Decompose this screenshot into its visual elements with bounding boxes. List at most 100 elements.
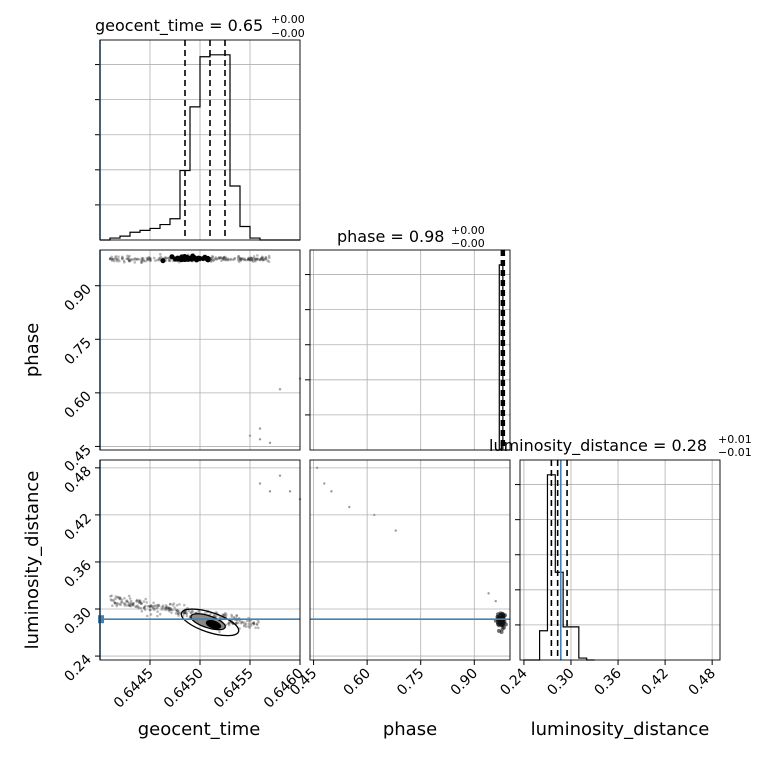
sample-point: [250, 256, 253, 260]
sample-point: [237, 254, 241, 258]
sample-point: [125, 257, 128, 261]
sample-point: [233, 256, 237, 260]
sample-point: [247, 622, 251, 626]
sample-point: [128, 259, 131, 263]
sample-point: [183, 611, 186, 615]
sample-point: [229, 258, 232, 262]
sample-point: [250, 259, 254, 262]
sample-point: [148, 605, 152, 608]
sample-point: [137, 599, 141, 603]
sample-point: [190, 609, 194, 613]
sample-point: [245, 619, 249, 623]
sample-point: [157, 604, 161, 608]
sample-point: [224, 258, 228, 262]
sample-point: [226, 257, 230, 261]
sample-point: [235, 614, 239, 617]
sample-point: [109, 598, 113, 601]
sample-point: [500, 613, 505, 618]
sample-point: [142, 259, 146, 263]
sample-point: [126, 257, 129, 260]
distance-vs-phase-panel: [309, 459, 511, 661]
sample-point: [252, 621, 255, 625]
sample-point: [247, 624, 250, 628]
sample-point: [253, 258, 257, 262]
sample-point: [166, 605, 169, 609]
title-phase-minus: −0.00: [451, 237, 485, 250]
sample-point: [140, 259, 143, 263]
sample-point: [140, 602, 143, 605]
sample-point: [247, 619, 251, 623]
sample-point: [127, 594, 131, 598]
sample-point: [169, 602, 172, 606]
sample-point: [252, 256, 255, 260]
sample-point: [135, 598, 139, 602]
sample-point: [239, 259, 242, 262]
sample-point: [158, 257, 162, 260]
sample-point: [148, 605, 152, 609]
sample-point: [251, 258, 254, 261]
sample-point: [157, 603, 161, 607]
sample-point: [243, 623, 246, 626]
sample-point: [134, 258, 138, 261]
sample-point: [249, 258, 252, 262]
outlier-point: [278, 388, 282, 391]
sample-point: [129, 601, 133, 605]
sample-point: [172, 602, 176, 605]
sample-point: [138, 258, 141, 261]
sample-point: [155, 606, 159, 610]
title-geocent-time-plus: +0.00: [271, 13, 305, 26]
sample-point: [244, 622, 248, 626]
sample-point: [239, 621, 243, 625]
sample-point: [247, 257, 250, 260]
sample-point: [249, 624, 253, 627]
outlier-point: [494, 599, 497, 603]
sample-point: [169, 608, 172, 611]
sample-point: [157, 258, 161, 262]
sample-point: [239, 257, 242, 260]
sample-point: [129, 604, 133, 608]
sample-point: [235, 614, 238, 618]
ylabel-phase: phase: [22, 323, 43, 377]
sample-point: [191, 610, 195, 613]
sample-point: [253, 257, 257, 261]
sample-point: [246, 258, 250, 262]
sample-point: [129, 599, 133, 603]
sample-point: [167, 606, 171, 610]
sample-point: [217, 257, 221, 260]
sample-point: [142, 600, 146, 603]
sample-point: [148, 605, 151, 608]
sample-point: [135, 599, 138, 603]
sample-point: [238, 256, 242, 260]
sample-point: [500, 623, 505, 628]
sample-point: [241, 621, 244, 624]
panel-frame: [519, 459, 721, 661]
sample-point: [175, 609, 179, 613]
sample-point: [252, 255, 256, 258]
sample-point: [139, 602, 143, 606]
sample-point: [133, 258, 136, 261]
sample-point: [215, 615, 218, 618]
sample-point: [118, 597, 121, 600]
sample-point: [142, 258, 145, 262]
sample-point: [165, 608, 168, 612]
sample-point: [183, 610, 187, 614]
sample-point: [212, 259, 215, 262]
sample-point: [233, 257, 236, 261]
xlabel-luminosity-distance: luminosity_distance: [531, 719, 710, 740]
sample-point: [114, 256, 117, 259]
sample-point: [230, 615, 234, 618]
sample-point: [237, 255, 240, 258]
sample-point: [247, 257, 250, 261]
sample-point: [133, 261, 137, 264]
sample-point: [223, 613, 226, 616]
sample-point: [115, 603, 119, 606]
sample-point: [257, 620, 260, 624]
sample-point: [138, 600, 142, 604]
sample-point: [171, 603, 175, 607]
sample-point: [164, 606, 168, 610]
sample-point: [173, 606, 176, 609]
sample-point: [125, 599, 129, 603]
sample-point: [246, 258, 250, 261]
sample-point: [215, 257, 218, 261]
sample-point: [169, 608, 173, 611]
